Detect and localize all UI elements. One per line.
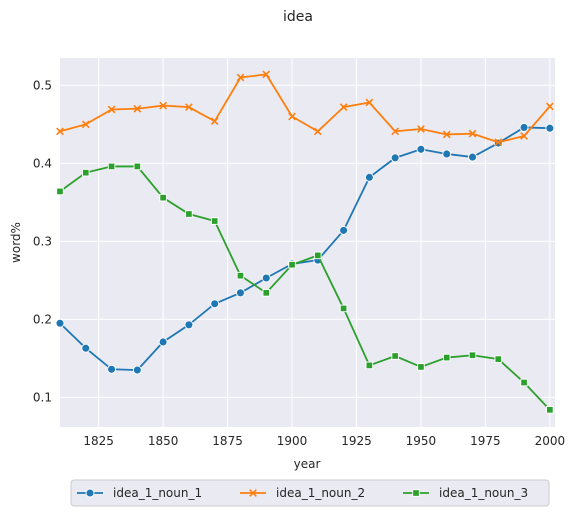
data-point	[262, 70, 271, 79]
data-point	[236, 73, 245, 82]
data-point	[442, 353, 451, 362]
data-point	[339, 304, 348, 313]
x-tick-labels: 1825 1850 1875 1900 1925 1950 1975 2000	[83, 434, 565, 448]
x-tick-label: 1825	[83, 434, 114, 448]
data-point	[236, 271, 245, 280]
data-point	[81, 343, 91, 353]
data-point	[417, 125, 425, 133]
data-point	[494, 355, 503, 363]
legend-item-idea_1_noun_2: idea_1_noun_2	[240, 486, 365, 500]
y-axis-label: word%	[9, 222, 23, 263]
data-point	[468, 351, 477, 359]
y-tick-label: 0.1	[33, 390, 52, 404]
data-point	[210, 299, 220, 309]
data-point	[545, 102, 554, 111]
series-line	[59, 73, 551, 144]
x-axis-label: year	[294, 457, 321, 471]
data-point	[158, 337, 168, 347]
data-point	[314, 251, 322, 260]
legend-swatch-marker	[249, 489, 257, 497]
series-idea_1_noun_3	[56, 162, 554, 414]
legend-item-idea_1_noun_3: idea_1_noun_3	[403, 486, 528, 500]
data-point	[520, 132, 528, 140]
chart-title: idea	[283, 9, 313, 25]
data-point	[468, 129, 477, 138]
data-point	[133, 104, 142, 113]
legend-label: idea_1_noun_1	[113, 486, 202, 500]
x-tick-label: 1975	[470, 434, 501, 448]
data-point	[391, 352, 399, 360]
data-point	[339, 103, 348, 112]
legend-item-idea_1_noun_1: idea_1_noun_1	[77, 486, 202, 500]
x-tick-label: 1900	[277, 434, 308, 448]
data-point	[468, 152, 477, 162]
data-point	[364, 172, 374, 182]
data-point	[339, 225, 349, 235]
data-point	[442, 130, 451, 139]
data-point	[494, 138, 503, 147]
data-point	[210, 117, 219, 126]
data-point	[159, 101, 167, 110]
legend: idea_1_noun_1 idea_1_noun_2 idea_1_noun_3	[70, 479, 550, 507]
data-point	[107, 162, 116, 171]
data-point	[545, 123, 555, 133]
y-tick-labels: 0.1 0.2 0.3 0.4 0.5	[33, 78, 52, 404]
data-point	[365, 361, 374, 370]
legend-box	[70, 479, 550, 507]
data-point	[390, 153, 400, 163]
data-point	[519, 122, 529, 132]
data-point	[236, 288, 245, 298]
data-point	[82, 168, 90, 177]
data-point	[55, 318, 65, 328]
data-point	[185, 210, 193, 218]
data-point	[261, 273, 271, 283]
data-point	[288, 112, 296, 121]
data-point	[107, 105, 116, 114]
x-tick-label: 1875	[212, 434, 243, 448]
x-tick-label: 2000	[535, 434, 566, 448]
data-point	[262, 289, 271, 297]
series-line	[59, 165, 551, 411]
x-tick-label: 1925	[341, 434, 372, 448]
data-point	[520, 378, 528, 387]
data-point	[442, 149, 452, 159]
legend-swatch-marker	[85, 488, 95, 498]
data-point	[107, 364, 117, 374]
data-point	[56, 187, 64, 196]
data-point	[546, 406, 554, 414]
data-point	[313, 127, 322, 136]
data-point	[365, 98, 374, 107]
series-layer	[55, 70, 555, 414]
legend-label: idea_1_noun_3	[439, 486, 528, 500]
y-tick-label: 0.5	[33, 78, 52, 92]
y-tick-label: 0.3	[33, 234, 52, 248]
grid-lines	[60, 58, 555, 427]
data-point	[159, 193, 167, 202]
data-point	[81, 120, 90, 129]
y-tick-label: 0.4	[33, 156, 52, 170]
data-point	[391, 127, 400, 136]
legend-swatch-marker	[412, 489, 420, 497]
data-point	[56, 127, 64, 136]
data-point	[132, 365, 142, 375]
data-point	[416, 144, 426, 154]
data-point	[184, 320, 194, 330]
data-point	[210, 217, 219, 225]
series-idea_1_noun_2	[56, 70, 554, 147]
data-point	[288, 260, 296, 269]
x-tick-label: 1950	[406, 434, 437, 448]
legend-label: idea_1_noun_2	[276, 486, 365, 500]
y-tick-label: 0.2	[33, 312, 52, 326]
data-point	[133, 162, 142, 171]
x-tick-label: 1850	[148, 434, 179, 448]
series-idea_1_noun_1	[55, 122, 555, 375]
data-point	[185, 103, 193, 112]
data-point	[417, 363, 425, 371]
